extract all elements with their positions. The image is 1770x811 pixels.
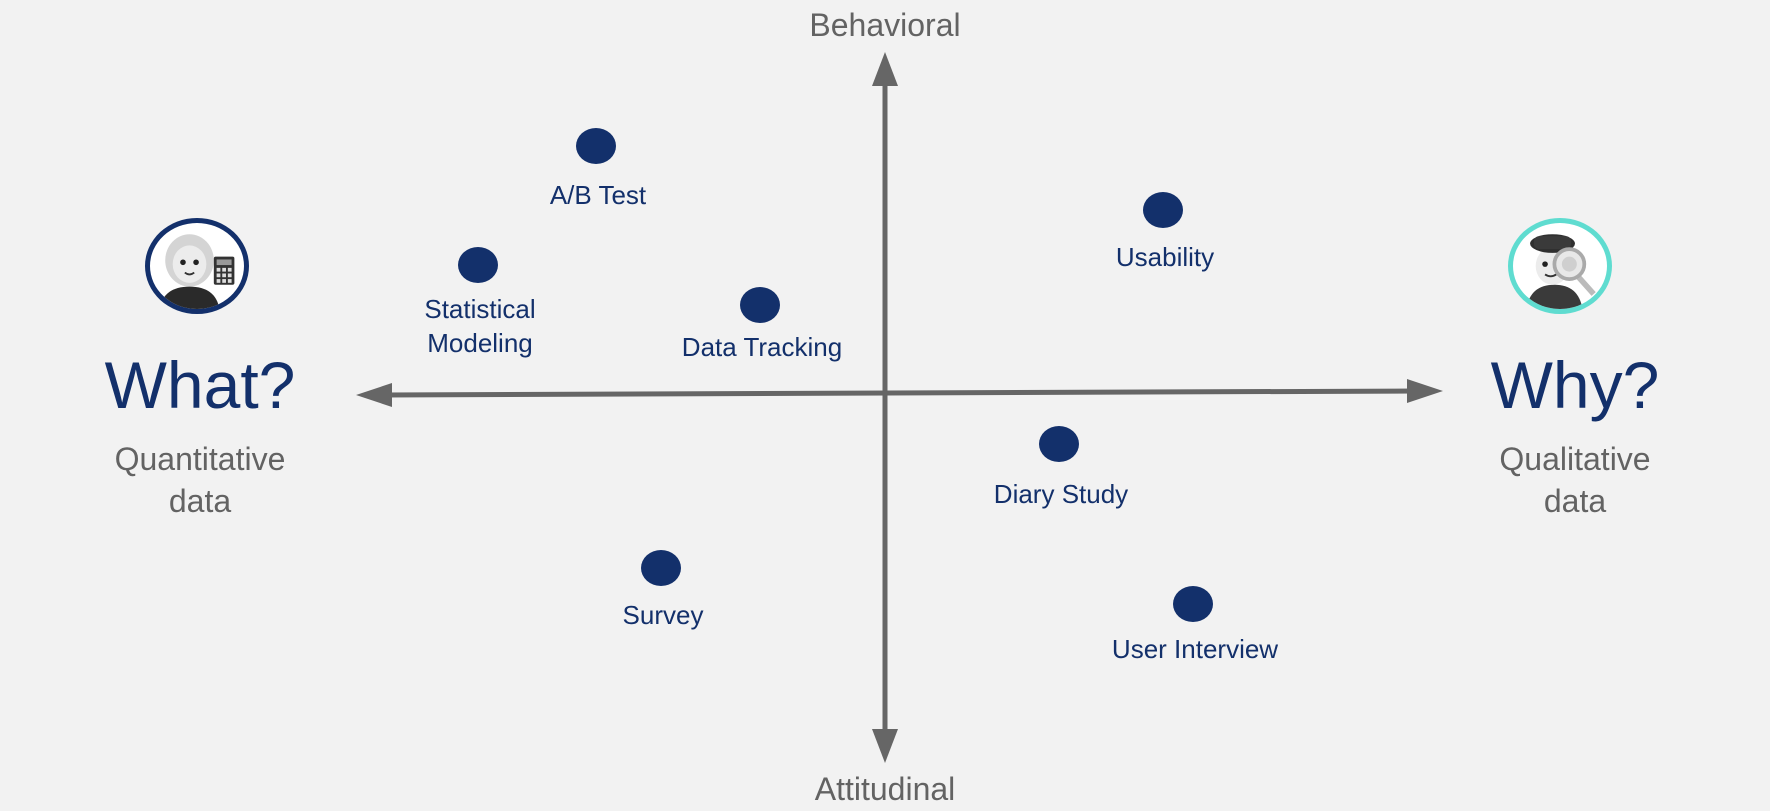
- method-label-statistical-modeling: Statistical Modeling: [424, 294, 536, 358]
- quantitative-data-label: Quantitative data: [114, 441, 286, 519]
- axis-label-attitudinal: Attitudinal: [814, 771, 956, 807]
- method-dot-usability: [1143, 192, 1183, 228]
- arrow-right-icon: [1407, 379, 1443, 403]
- axis-label-behavioral: Behavioral: [809, 7, 961, 43]
- method-dot-statistical-modeling: [458, 247, 498, 283]
- why-question: Why?: [1490, 348, 1660, 422]
- qualitative-avatar: [1508, 218, 1612, 314]
- method-label-survey: Survey: [622, 600, 704, 630]
- method-label-diary-study: Diary Study: [993, 479, 1129, 509]
- what-question: What?: [104, 348, 296, 422]
- method-label-data-tracking: Data Tracking: [681, 332, 843, 362]
- qualitative-data-label: Qualitative data: [1499, 441, 1651, 519]
- method-dot-data-tracking: [740, 287, 780, 323]
- method-dot-diary-study: [1039, 426, 1079, 462]
- woman-with-calculator-icon: [159, 234, 235, 309]
- arrow-left-icon: [356, 383, 392, 407]
- arrow-down-icon: [872, 729, 898, 763]
- method-dot-survey: [641, 550, 681, 586]
- horizontal-axis-line: [384, 388, 1416, 398]
- arrow-up-icon: [872, 52, 898, 86]
- method-label-usability: Usability: [1115, 242, 1215, 272]
- method-dot-user-interview: [1173, 586, 1213, 622]
- method-label-ab-test: A/B Test: [549, 180, 647, 210]
- detective-with-magnifier-icon: [1526, 234, 1596, 309]
- quantitative-avatar: [145, 218, 249, 314]
- method-dot-ab-test: [576, 128, 616, 164]
- method-label-user-interview: User Interview: [1111, 634, 1279, 664]
